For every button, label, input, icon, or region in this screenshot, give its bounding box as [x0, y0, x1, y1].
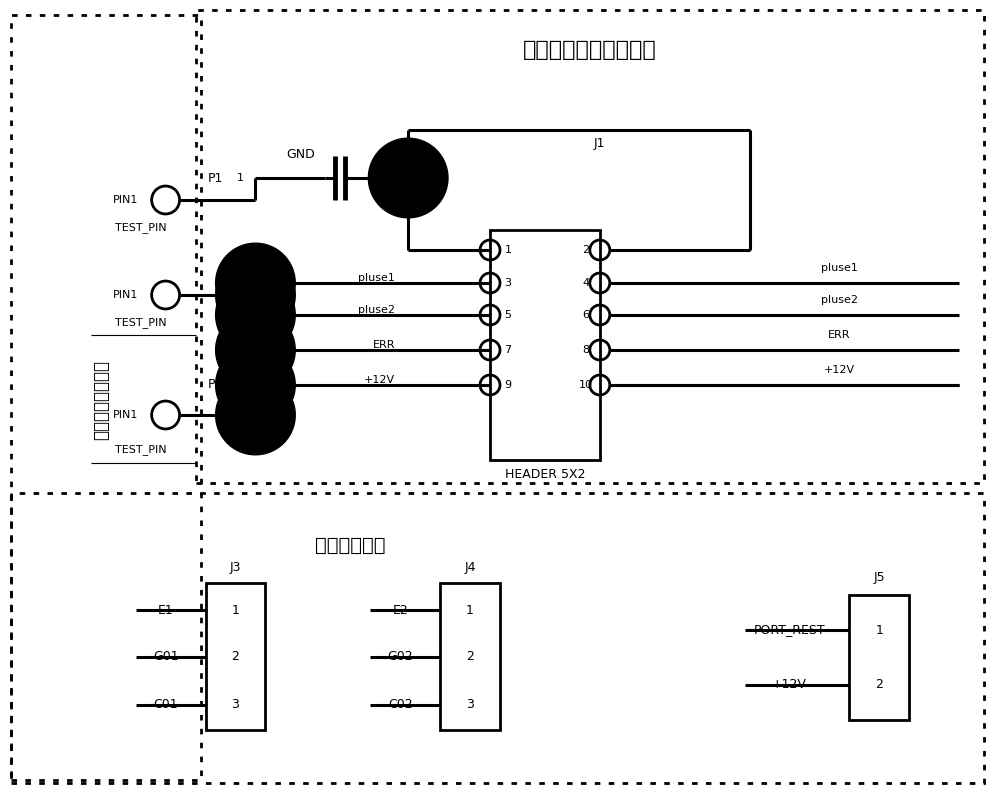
- Text: P3: P3: [208, 379, 223, 392]
- Text: 1: 1: [504, 245, 511, 255]
- Text: +12V: +12V: [824, 365, 855, 375]
- Circle shape: [368, 139, 448, 218]
- Text: 2: 2: [875, 678, 883, 692]
- Text: TEST_PIN: TEST_PIN: [115, 444, 166, 455]
- Text: HEADER 5X2: HEADER 5X2: [505, 469, 585, 482]
- Text: 1: 1: [237, 380, 244, 390]
- Text: 外部接口模块: 外部接口模块: [315, 536, 386, 555]
- Bar: [206, 583, 265, 730]
- Text: +12V: +12V: [772, 678, 807, 692]
- Text: 1: 1: [237, 173, 244, 183]
- Text: E1: E1: [158, 603, 173, 616]
- Text: J4: J4: [464, 561, 476, 575]
- Text: 1: 1: [275, 263, 282, 273]
- Circle shape: [216, 310, 295, 390]
- Text: 5: 5: [504, 310, 511, 320]
- Text: P2: P2: [246, 262, 261, 275]
- Text: G02: G02: [387, 650, 413, 664]
- Text: 7: 7: [504, 345, 512, 355]
- Text: 10: 10: [579, 380, 593, 390]
- Text: 3: 3: [466, 699, 474, 712]
- Text: PIN1: PIN1: [113, 195, 138, 205]
- Text: 驱动信号输入接口模块: 驱动信号输入接口模块: [523, 40, 657, 60]
- Bar: [490, 230, 600, 460]
- Text: PIN1: PIN1: [113, 410, 138, 420]
- Circle shape: [216, 275, 295, 355]
- Text: +12V: +12V: [364, 375, 395, 385]
- Text: pluse1: pluse1: [358, 273, 395, 283]
- Text: C02: C02: [388, 699, 412, 712]
- Text: G01: G01: [153, 650, 178, 664]
- Text: 1: 1: [875, 623, 883, 637]
- Bar: [196, 10, 984, 483]
- Text: pluse1: pluse1: [821, 263, 858, 273]
- Text: 6: 6: [582, 310, 589, 320]
- Text: PORT_REST: PORT_REST: [754, 623, 825, 637]
- Text: 4: 4: [582, 278, 589, 288]
- Circle shape: [216, 345, 295, 425]
- Circle shape: [216, 244, 295, 323]
- Text: J1: J1: [594, 136, 606, 150]
- Circle shape: [216, 375, 295, 455]
- Text: pluse2: pluse2: [821, 295, 858, 305]
- Text: E2: E2: [392, 603, 408, 616]
- Text: 8: 8: [582, 345, 589, 355]
- Bar: [11, 493, 984, 783]
- Text: 3: 3: [504, 278, 511, 288]
- Text: C01: C01: [153, 699, 178, 712]
- Text: P1: P1: [208, 171, 223, 185]
- Bar: [440, 583, 500, 730]
- Text: 3: 3: [232, 699, 239, 712]
- Text: TEST_PIN: TEST_PIN: [115, 318, 166, 329]
- Text: 2: 2: [582, 245, 589, 255]
- Text: J5: J5: [873, 572, 885, 584]
- Circle shape: [216, 256, 295, 335]
- Text: 1: 1: [466, 603, 474, 616]
- Text: PIN1: PIN1: [113, 290, 138, 300]
- Text: 2: 2: [232, 650, 239, 664]
- Text: J3: J3: [230, 561, 241, 575]
- Text: pluse2: pluse2: [358, 305, 395, 315]
- Text: GND: GND: [286, 149, 315, 162]
- Text: 1: 1: [232, 603, 239, 616]
- Text: ERR: ERR: [828, 330, 851, 340]
- Text: 驱动信号测试模块: 驱动信号测试模块: [92, 360, 110, 440]
- Text: 2: 2: [466, 650, 474, 664]
- Bar: [849, 595, 909, 720]
- Text: 9: 9: [504, 380, 512, 390]
- Text: ERR: ERR: [373, 340, 395, 350]
- Text: TEST_PIN: TEST_PIN: [115, 223, 166, 233]
- Bar: [11, 15, 201, 780]
